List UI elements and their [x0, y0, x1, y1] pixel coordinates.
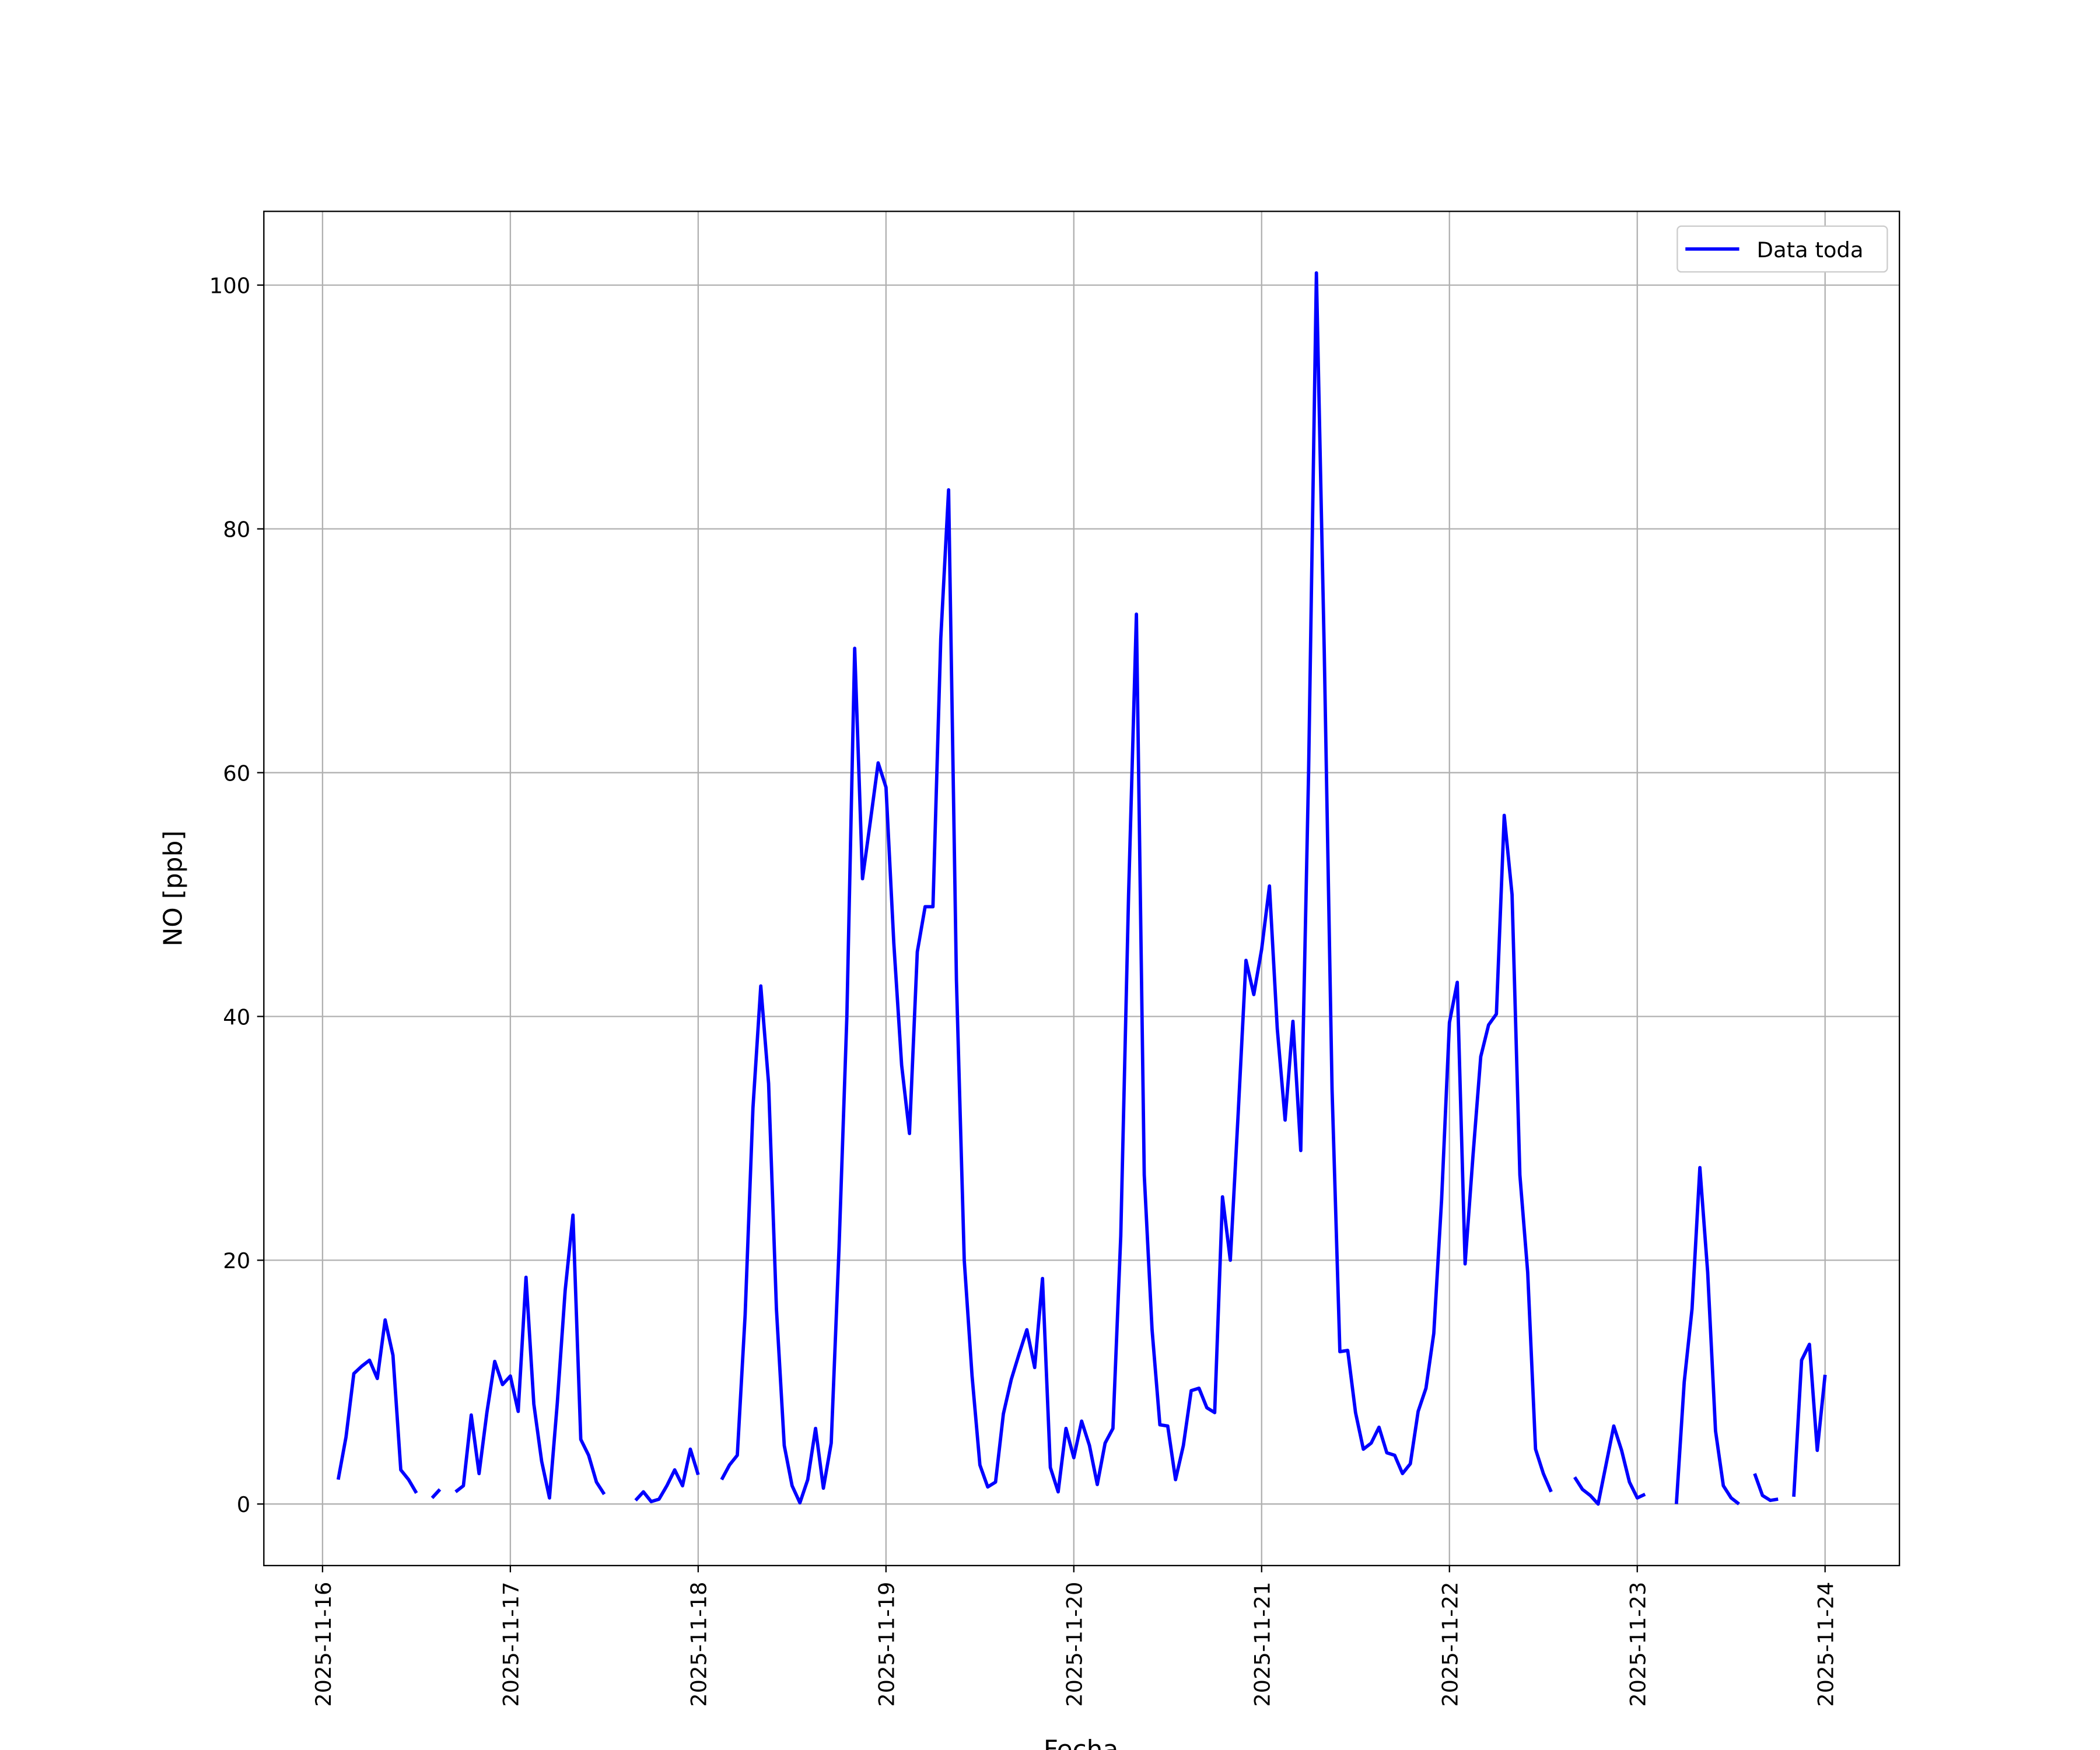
- x-tick-label: 2025-11-17: [499, 1582, 524, 1707]
- x-tick-label: 2025-11-18: [687, 1582, 712, 1707]
- x-tick-label: 2025-11-19: [874, 1582, 900, 1707]
- legend-label: Data toda: [1757, 237, 1864, 262]
- y-tick-label: 40: [223, 1005, 250, 1030]
- legend-box: [1676, 225, 1888, 273]
- y-tick-label: 0: [237, 1492, 250, 1517]
- x-tick-label: 2025-11-16: [311, 1582, 336, 1707]
- x-tick-label: 2025-11-23: [1626, 1582, 1651, 1707]
- plot-frame: [263, 211, 1901, 1566]
- x-axis-label: Fecha: [1044, 1735, 1119, 1750]
- x-tick-label: 2025-11-20: [1062, 1582, 1087, 1707]
- data-line: [336, 271, 1827, 1506]
- x-tick-label: 2025-11-21: [1250, 1582, 1275, 1707]
- y-tick-label: 60: [223, 761, 250, 786]
- x-tick-label: 2025-11-22: [1438, 1582, 1463, 1707]
- y-tick-label: 20: [223, 1248, 250, 1273]
- y-tick-label: 100: [209, 274, 250, 299]
- x-tick-label: 2025-11-24: [1814, 1582, 1839, 1707]
- plot-background: [264, 211, 1900, 1566]
- y-axis-label: NO [ppb]: [159, 831, 188, 947]
- y-tick-label: 80: [223, 517, 250, 542]
